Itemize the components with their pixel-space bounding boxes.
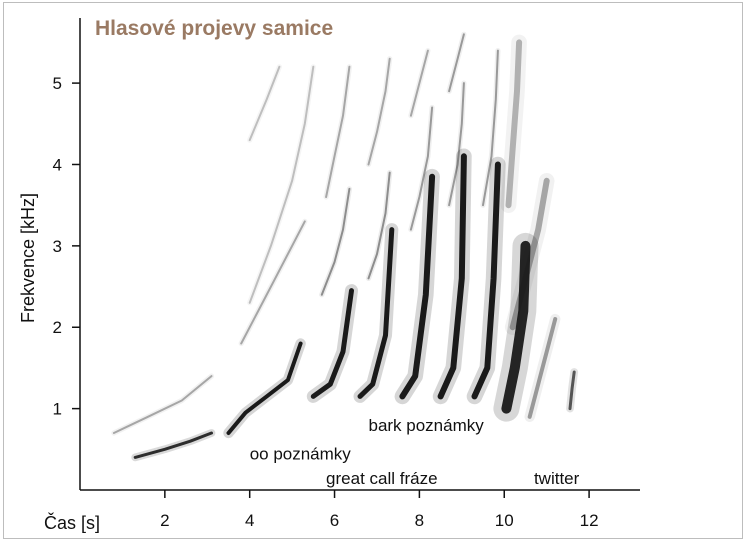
- x-tick-label: 4: [245, 511, 254, 530]
- y-tick-label: 2: [53, 318, 62, 337]
- spectral-trace-halo: [365, 170, 393, 281]
- spectral-trace-halo: [524, 313, 561, 422]
- spectral-trace: [226, 341, 303, 435]
- spectral-trace-halo: [238, 218, 308, 347]
- spectral-trace: [448, 82, 465, 207]
- spectral-trace-halo: [247, 64, 282, 143]
- figure-frame: [3, 2, 743, 539]
- spectral-trace: [367, 171, 391, 280]
- x-tick-label: 8: [415, 511, 424, 530]
- spectral-trace: [325, 65, 351, 198]
- y-tick-label: 4: [53, 155, 62, 174]
- x-tick-label: 6: [330, 511, 339, 530]
- y-ticks: 1 2 3 4 5: [53, 74, 80, 419]
- spectral-trace-halo: [365, 56, 393, 168]
- x-tick-label: 12: [580, 511, 599, 530]
- spectral-trace: [357, 227, 395, 399]
- spectral-trace: [310, 288, 354, 399]
- annotations: oo poznámky great call fráze bark poznámky…: [250, 416, 580, 488]
- spectral-trace: [409, 106, 434, 231]
- spectral-trace-halo: [323, 64, 352, 200]
- spectral-trace-halo: [446, 80, 467, 208]
- spectral-trace: [320, 187, 351, 296]
- y-axis-title: Frekvence [kHz]: [18, 193, 38, 323]
- spectral-trace: [133, 431, 213, 459]
- spectral-trace: [437, 153, 467, 400]
- annotation-label: bark poznámky: [368, 416, 484, 435]
- spectral-trace-halo: [408, 104, 435, 233]
- spectral-trace-halo: [500, 34, 527, 213]
- spectral-trace: [471, 161, 501, 400]
- y-tick-label: 1: [53, 400, 62, 419]
- spectral-trace: [568, 370, 576, 411]
- spectral-trace-halo: [408, 48, 431, 119]
- x-tick-label: 10: [495, 511, 514, 530]
- annotation-label: great call fráze: [326, 469, 438, 488]
- spectral-trace-halo: [504, 173, 555, 335]
- spectral-trace: [509, 177, 550, 331]
- annotation-label: oo poznámky: [250, 445, 352, 464]
- spectral-trace: [112, 375, 213, 434]
- spectral-trace-halo: [480, 48, 501, 208]
- spectral-trace-halo: [247, 64, 316, 306]
- spectral-trace: [482, 49, 499, 207]
- spectral-trace: [248, 65, 315, 304]
- x-tick-label: 2: [160, 511, 169, 530]
- y-tick-label: 5: [53, 74, 62, 93]
- spectral-trace: [505, 39, 523, 209]
- spectral-trace: [240, 220, 306, 345]
- y-tick-label: 3: [53, 237, 62, 256]
- spectral-trace-halo: [111, 373, 215, 436]
- spectral-trace-halo: [446, 31, 467, 94]
- spectral-trace: [367, 57, 391, 166]
- annotation-label: twitter: [534, 469, 580, 488]
- x-axis-title: Čas [s]: [44, 512, 100, 533]
- spectral-trace: [248, 65, 281, 142]
- spectral-trace: [501, 240, 531, 414]
- spectrogram-marks: [111, 31, 579, 462]
- spectral-trace: [448, 33, 465, 93]
- spectral-trace-halo: [319, 186, 352, 298]
- x-ticks: 2 4 6 8 10 12: [160, 490, 599, 530]
- chart-title: Hlasové projevy samice: [95, 17, 333, 40]
- spectral-trace: [409, 49, 429, 117]
- spectral-trace: [527, 317, 558, 419]
- spectral-trace: [399, 173, 436, 400]
